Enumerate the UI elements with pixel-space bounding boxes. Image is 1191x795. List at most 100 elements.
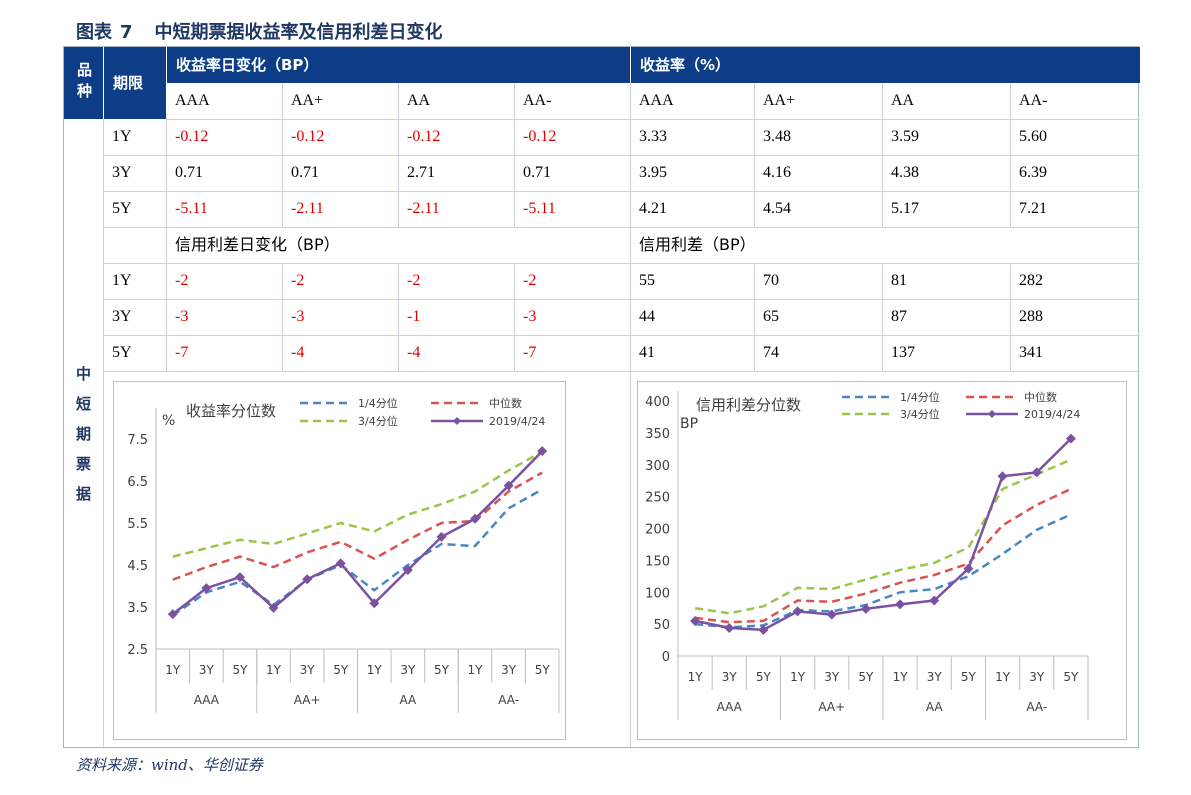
spread-row-term: 5Y — [112, 344, 132, 361]
series-marker — [234, 572, 245, 583]
x-tick-label: 1Y — [790, 670, 806, 684]
data-table: 品种 期限 收益率日变化（BP） 收益率（%） AAA AAA AA+ AA+ AA AA AA- A… — [63, 46, 1140, 749]
spread-row-value-cell: 81 — [891, 272, 907, 289]
x-tick-label: 3Y — [1029, 670, 1045, 684]
column-divider — [882, 263, 883, 371]
spread-row-change-cell: -4 — [291, 344, 305, 361]
spread-row-value-cell: 74 — [763, 344, 779, 361]
header-variety: 品种 — [64, 47, 103, 119]
x-tick-label: 5Y — [232, 663, 248, 677]
x-tick-label: 5Y — [858, 670, 874, 684]
rating-header: AA+ — [291, 92, 324, 109]
x-tick-label: 5Y — [756, 670, 772, 684]
y-tick-label: 400 — [645, 395, 670, 410]
x-tick-label: 3Y — [722, 670, 738, 684]
spread-row-change-cell: -2 — [175, 272, 189, 289]
column-divider — [166, 119, 167, 371]
y-axis-label: BP — [680, 416, 698, 432]
y-tick-label: 100 — [645, 586, 670, 601]
series-line — [172, 488, 543, 617]
column-divider — [630, 371, 631, 749]
series-line — [694, 513, 1072, 629]
legend-label: 2019/4/24 — [1024, 408, 1080, 421]
rating-header: AA+ — [763, 92, 796, 109]
series-marker — [335, 558, 346, 569]
legend-marker — [453, 417, 461, 425]
column-divider — [282, 263, 283, 371]
spread-row-change-cell: -2 — [291, 272, 305, 289]
column-divider — [630, 83, 631, 371]
series-marker — [436, 531, 447, 542]
series-marker — [470, 513, 481, 524]
x-tick-label: 5Y — [434, 663, 450, 677]
row-divider — [103, 155, 1140, 156]
yield-row-value-cell: 4.54 — [763, 200, 791, 217]
x-group-label: AA- — [498, 693, 519, 707]
x-tick-label: 5Y — [1063, 670, 1079, 684]
x-tick-label: 1Y — [165, 663, 181, 677]
x-group-label: AA — [926, 700, 944, 714]
column-divider — [514, 83, 515, 227]
series-line — [172, 450, 543, 558]
yield-row-change-cell: 0.71 — [291, 164, 319, 181]
x-group-label: AAA — [717, 700, 743, 714]
spread-row-value-cell: 282 — [1019, 272, 1043, 289]
y-tick-label: 200 — [645, 523, 670, 538]
yield-row-value-cell: 4.21 — [639, 200, 667, 217]
column-divider — [1010, 263, 1011, 371]
y-tick-label: 6.5 — [127, 475, 148, 490]
row-divider — [103, 335, 1140, 336]
series-marker — [997, 471, 1008, 482]
legend-label: 1/4分位 — [358, 396, 398, 410]
series-marker — [758, 624, 769, 635]
y-tick-label: 0 — [662, 650, 670, 665]
yield-row-change-cell: -0.12 — [291, 128, 325, 145]
yield-row-term: 1Y — [112, 128, 132, 145]
x-group-label: AA+ — [818, 700, 845, 714]
header-yield-change: 收益率日变化（BP） — [166, 47, 630, 83]
y-tick-label: 4.5 — [127, 559, 148, 574]
x-tick-label: 5Y — [333, 663, 349, 677]
spread-row-change-cell: -3 — [523, 308, 537, 325]
spread-row-term: 3Y — [112, 308, 132, 325]
y-tick-label: 250 — [645, 491, 670, 506]
row-divider — [103, 371, 1140, 372]
yield-row-change-cell: -2.11 — [407, 200, 440, 217]
column-divider — [282, 83, 283, 227]
column-divider — [754, 83, 755, 227]
y-tick-label: 350 — [645, 427, 670, 442]
yield-row-change-cell: -0.12 — [407, 128, 441, 145]
series-marker — [302, 574, 313, 585]
legend-label: 2019/4/24 — [489, 415, 545, 428]
x-tick-label: 3Y — [199, 663, 215, 677]
rating-header: AA- — [523, 92, 552, 109]
x-tick-label: 1Y — [995, 670, 1011, 684]
legend-marker — [988, 410, 996, 418]
chart-title: 信用利差分位数 — [696, 396, 801, 414]
yield-row-value-cell: 3.95 — [639, 164, 667, 181]
variety-label: 中短期票据 — [75, 365, 91, 503]
figure-title-text: 中短期票据收益率及信用利差日变化 — [154, 22, 443, 43]
series-marker — [369, 598, 380, 609]
legend-label: 3/4分位 — [900, 407, 940, 421]
row-divider — [103, 227, 1140, 228]
yield-row-value-cell: 5.60 — [1019, 128, 1047, 145]
spread-row-value-cell: 87 — [891, 308, 907, 325]
column-divider — [398, 83, 399, 227]
source-note: 资料来源：wind、华创证券 — [76, 756, 263, 774]
yield-row-value-cell: 6.39 — [1019, 164, 1047, 181]
row-divider — [103, 299, 1140, 300]
x-tick-label: 3Y — [400, 663, 416, 677]
spread-row-change-cell: -2 — [407, 272, 421, 289]
y-tick-label: 300 — [645, 459, 670, 474]
spread-row-change-cell: -3 — [175, 308, 189, 325]
spread-row-value-cell: 44 — [639, 308, 655, 325]
series-marker — [929, 595, 940, 606]
chart-panel: 0 50 100 150 200 250 300 350 400 BP 信用利差分位数 1Y 3Y 5Y 1… — [637, 381, 1127, 740]
x-tick-label: 3Y — [501, 663, 517, 677]
spread-row-value-cell: 288 — [1019, 308, 1043, 325]
chart-panel: 2.5 3.5 4.5 5.5 6.5 7.5% 收益率分位数 1Y 3Y 5Y 1Y 3Y 5Y 1Y 3… — [113, 381, 566, 740]
x-group-label: AA+ — [294, 693, 321, 707]
legend-label: 中位数 — [489, 396, 522, 410]
x-group-label: AA — [399, 693, 417, 707]
